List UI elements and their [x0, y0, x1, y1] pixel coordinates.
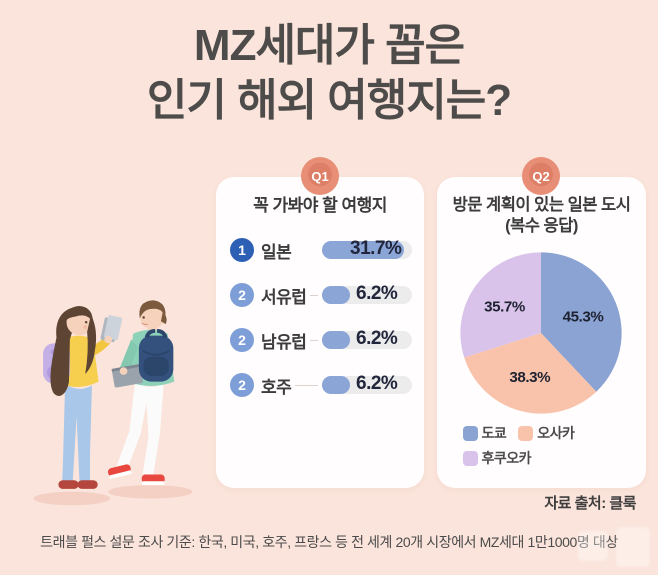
bar-value-label: 6.2%	[356, 373, 398, 394]
q2-title-line2: (복수 응답)	[505, 217, 578, 236]
bar-value-label: 6.2%	[356, 283, 398, 304]
legend-swatch	[462, 450, 478, 466]
page-title: MZ세대가 꼽은 인기 해외 여행지는?	[0, 18, 658, 128]
bar-row-southern-europe: 2 남유럽 6.2%	[230, 323, 412, 357]
man-traveler	[108, 300, 175, 486]
q2-title: 방문 계획이 있는 일본 도시 (복수 응답)	[437, 195, 646, 238]
bar-fill	[322, 376, 350, 394]
bar-row-western-europe: 2 서유럽 6.2%	[230, 278, 412, 312]
shadow-left	[33, 491, 111, 506]
bar-value-label: 31.7%	[350, 238, 402, 259]
svg-text:38.3%: 38.3%	[509, 369, 551, 386]
bar-row-australia: 2 호주 6.2%	[230, 368, 412, 402]
svg-text:35.7%: 35.7%	[484, 298, 526, 315]
shadow-right	[108, 485, 193, 499]
bar-category-label: 남유럽	[261, 332, 307, 352]
page-title-line1: MZ세대가 꼽은	[193, 21, 465, 70]
woman-traveler	[43, 305, 123, 489]
rank-badge: 2	[230, 373, 254, 397]
q2-panel: 방문 계획이 있는 일본 도시 (복수 응답) 45.3% 38.3% 35.7% …	[437, 177, 646, 488]
bar-value-label: 6.2%	[356, 328, 398, 349]
leader-line	[295, 250, 318, 251]
bar-chart: 1 일본 31.7% 2 서유럽 6.2% 2 남유럽	[230, 233, 412, 402]
page-title-line2: 인기 해외 여행지는?	[146, 76, 512, 125]
bar-track: 6.2%	[322, 373, 412, 394]
rank-badge: 1	[230, 238, 254, 262]
rank-badge: 2	[230, 328, 254, 352]
legend-label: 도쿄	[481, 425, 507, 441]
bar-fill	[322, 241, 404, 259]
pie-chart: 45.3% 38.3% 35.7%	[460, 252, 622, 414]
bar-fill	[322, 331, 350, 349]
leader-line	[310, 294, 318, 296]
bar-fill	[322, 286, 350, 304]
footnote: 트래블 펄스 설문 조사 기준: 한국, 미국, 호주, 프랑스 등 전 세계 …	[40, 534, 618, 550]
legend-swatch	[518, 425, 534, 441]
bar-category-label: 호주	[261, 377, 292, 397]
bar-category-label: 일본	[261, 242, 292, 262]
q1-panel: 꼭 가봐야 할 여행지 1 일본 31.7% 2 서유럽 6.2%	[216, 177, 424, 488]
q1-badge: Q1	[301, 157, 339, 195]
bar-track: 31.7%	[322, 238, 412, 259]
pie-legend: 도쿄 오사카 후쿠오카	[462, 423, 621, 468]
legend-item-osaka: 오사카	[518, 423, 575, 443]
svg-text:45.3%: 45.3%	[563, 308, 605, 325]
bar-category-label: 서유럽	[261, 287, 307, 307]
legend-label: 후쿠오카	[481, 450, 532, 466]
rank-badge: 2	[230, 283, 254, 307]
bar-track: 6.2%	[322, 283, 412, 304]
bar-row-japan: 1 일본 31.7%	[230, 233, 412, 267]
leader-line	[295, 384, 318, 386]
source-note: 자료 출처: 클룩	[544, 495, 636, 512]
q2-title-line1: 방문 계획이 있는 일본 도시	[452, 196, 631, 214]
pie-chart-wrap: 45.3% 38.3% 35.7%	[457, 249, 625, 417]
q1-title: 꼭 가봐야 할 여행지	[253, 196, 387, 215]
legend-label: 오사카	[537, 425, 575, 441]
legend-item-fukuoka: 후쿠오카	[462, 448, 532, 468]
bar-track: 6.2%	[322, 328, 412, 349]
travelers-illustration	[33, 300, 193, 506]
legend-swatch	[462, 425, 478, 441]
leader-line	[310, 339, 318, 341]
q2-badge: Q2	[522, 157, 560, 195]
legend-item-tokyo: 도쿄	[462, 423, 507, 443]
